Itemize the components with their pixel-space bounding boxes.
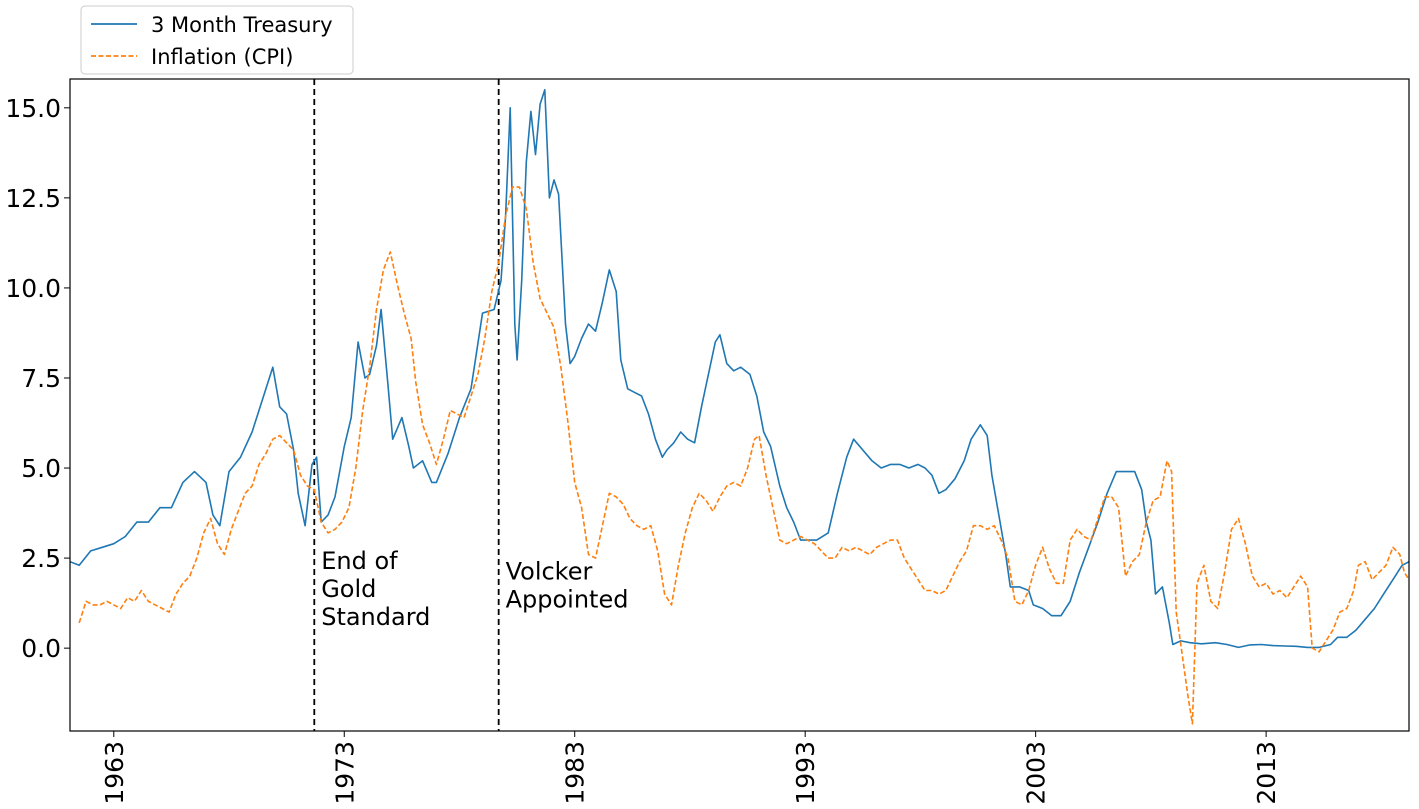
legend-label-0: 3 Month Treasury [151,13,333,37]
annotation-0-line-2: Standard [321,603,430,631]
legend-label-1: Inflation (CPI) [151,45,293,69]
annotation-0-line-0: End of [321,547,398,575]
y-tick-label-2: 5.0 [21,454,61,483]
plot-area [70,79,1409,731]
legend: 3 Month Treasury Inflation (CPI) [80,5,354,75]
x-tick-label-1: 1973 [330,741,359,805]
x-tick-label-2: 1983 [561,741,590,805]
y-tick-label-5: 12.5 [5,184,61,213]
annotation-0-line-1: Gold [321,575,376,603]
x-tick-label-5: 2013 [1252,741,1281,805]
series-line-1 [78,186,1409,725]
series-line-0 [70,89,1409,649]
axes-frame [69,78,1410,732]
y-tick-label-4: 10.0 [5,274,61,303]
x-tick-label-3: 1993 [791,741,820,805]
y-tick-label-3: 7.5 [21,364,61,393]
y-tick-label-0: 0.0 [21,634,61,663]
axis-ticks: 0.0 2.5 5.0 7.5 10.0 12.5 15.0 1963 1973 1983 1993… [5,94,1281,805]
x-tick-label-0: 1963 [100,741,129,805]
legend-box [80,5,354,75]
annotation-1-line-0: Volcker [506,558,593,586]
annotation-1-line-1: Appointed [506,586,629,614]
x-tick-label-4: 2003 [1022,741,1051,805]
y-tick-label-6: 15.0 [5,94,61,123]
y-tick-label-1: 2.5 [21,544,61,573]
